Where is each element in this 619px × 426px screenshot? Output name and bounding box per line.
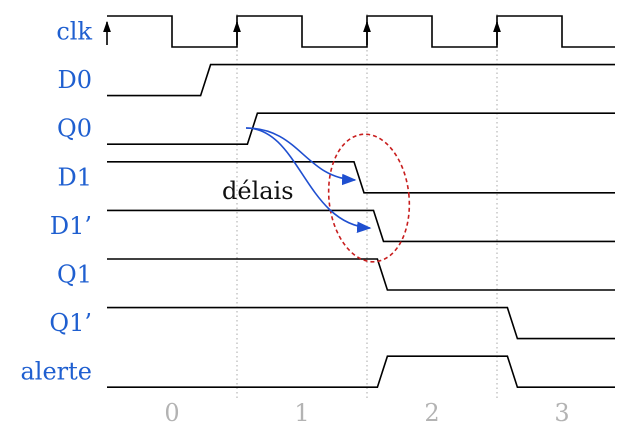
time-tick-label: 2 [424, 399, 439, 426]
time-tick-label: 3 [554, 399, 569, 426]
delay-label: délais [222, 177, 294, 205]
delay-arrow-to-d1 [245, 127, 357, 186]
signal-label-clk: clk [56, 18, 92, 46]
waveform-d0 [107, 63, 615, 97]
waveform-q0 [107, 112, 615, 145]
waveform-d1p [107, 209, 615, 243]
delay-arrow-to-d1p [245, 127, 372, 233]
waveform-q1 [107, 258, 615, 291]
waveform-d1 [107, 161, 615, 194]
time-axis-ticks: 0 1 2 3 [164, 399, 569, 426]
time-tick-label: 0 [164, 399, 179, 426]
time-tick-label: 1 [294, 399, 309, 426]
signal-label-q0: Q0 [57, 115, 92, 143]
signal-labels: clk D0 Q0 D1 D1’ Q1 Q1’ alerte [20, 18, 92, 386]
signal-label-d1p: D1’ [50, 212, 92, 240]
clock-edge-guides [236, 14, 498, 400]
delay-highlight-ellipse [327, 133, 411, 263]
waveform-q1p [107, 306, 615, 340]
signal-label-d1: D1 [57, 163, 92, 191]
waveform-alerte [107, 355, 615, 388]
signal-label-q1: Q1 [57, 261, 92, 289]
signal-waveforms [103, 15, 615, 388]
signal-label-q1p: Q1’ [49, 309, 92, 337]
signal-label-alerte: alerte [20, 358, 92, 386]
signal-label-d0: D0 [57, 66, 92, 94]
waveform-clk [107, 15, 615, 48]
delay-annotation: délais [222, 127, 411, 263]
